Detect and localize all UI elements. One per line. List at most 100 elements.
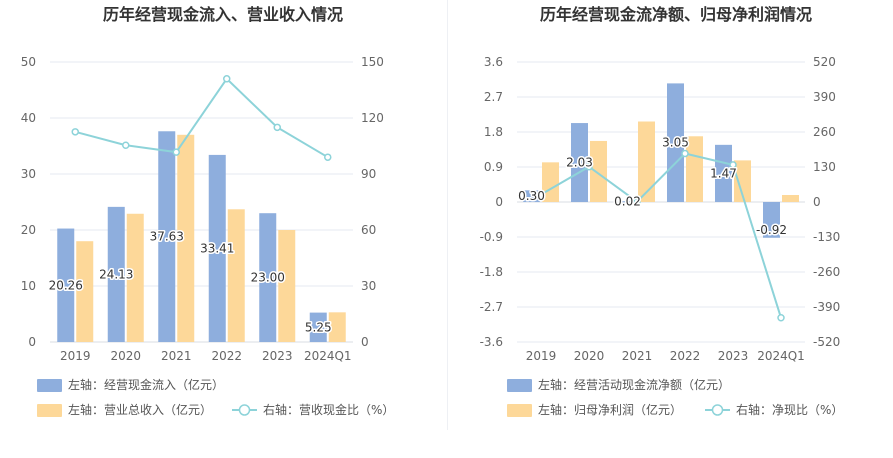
x-axis-tick-label: 2020 xyxy=(574,349,605,363)
left-axis-tick-label: -2.7 xyxy=(480,300,503,314)
bar-primary xyxy=(763,202,780,238)
bar-value-label: 33.41 xyxy=(200,241,234,255)
bar-value-label: 0.30 xyxy=(518,189,545,203)
legend-label: 左轴：归母净利润（亿元） xyxy=(538,402,682,417)
left-axis-tick-label: 3.6 xyxy=(484,55,503,69)
bar-secondary xyxy=(126,213,144,342)
left-axis-tick-label: 1.8 xyxy=(484,125,503,139)
bar-primary xyxy=(619,201,636,203)
ratio-point xyxy=(324,153,332,161)
left-axis-tick-label: 10 xyxy=(21,279,36,293)
ratio-line xyxy=(540,152,782,319)
left-axis-tick-label: -3.6 xyxy=(480,335,503,349)
bar-value-label: 0.02 xyxy=(614,195,641,209)
panel-divider xyxy=(447,0,448,430)
bar-secondary xyxy=(590,140,607,202)
ratio-point xyxy=(537,190,545,199)
bar-secondary xyxy=(734,160,751,202)
bar-primary xyxy=(715,144,732,202)
ratio-point xyxy=(633,197,641,206)
bar-primary xyxy=(208,154,226,342)
left-axis-tick-label: 40 xyxy=(21,111,36,125)
x-axis-tick-label: 2019 xyxy=(60,349,91,363)
chart-title: 历年经营现金流入、营业收入情况 xyxy=(103,5,343,24)
bar-primary xyxy=(107,206,125,342)
ratio-point xyxy=(777,314,785,322)
chart-title: 历年经营现金流净额、归母净利润情况 xyxy=(540,5,812,24)
bar-primary xyxy=(57,228,75,342)
net-cashflow-profit-chart: 历年经营现金流净额、归母净利润情况 -3.6 -520 -2.7 -390 -1.8 -26… xyxy=(480,5,843,417)
right-axis-tick-label: -520 xyxy=(813,335,840,349)
bar-value-label: 5.25 xyxy=(305,320,332,334)
x-axis-tick-label: 2022 xyxy=(670,349,701,363)
bar-value-label: -0.92 xyxy=(756,223,787,237)
bar-value-label: 24.13 xyxy=(99,267,133,281)
bar-value-label: 1.47 xyxy=(710,166,737,180)
right-axis-tick-label: 120 xyxy=(361,111,384,125)
x-axis-tick-label: 2024Q1 xyxy=(304,349,352,363)
legend-swatch xyxy=(507,379,532,392)
right-axis-tick-label: 90 xyxy=(361,167,376,181)
left-axis-tick-label: 30 xyxy=(21,167,36,181)
right-axis-tick-label: 390 xyxy=(813,90,836,104)
bar-primary xyxy=(667,83,684,202)
bar-primary xyxy=(571,123,588,202)
left-axis-tick-label: 2.7 xyxy=(484,90,503,104)
ratio-point xyxy=(223,75,231,83)
x-axis-tick-label: 2020 xyxy=(110,349,141,363)
left-axis-tick-label: -1.8 xyxy=(480,265,503,279)
bar-secondary xyxy=(177,134,195,342)
x-axis-tick-label: 2023 xyxy=(718,349,749,363)
legend-swatch xyxy=(37,379,62,392)
left-axis-tick-label: 0 xyxy=(495,195,503,209)
x-axis-tick-label: 2024Q1 xyxy=(757,349,805,363)
bar-primary xyxy=(158,131,176,342)
left-axis-tick-label: 0 xyxy=(28,335,36,349)
right-axis-tick-label: 0 xyxy=(813,195,821,209)
legend-circle-marker xyxy=(711,404,724,416)
right-axis-tick-label: -130 xyxy=(813,230,840,244)
right-axis-tick-label: -260 xyxy=(813,265,840,279)
bar-secondary xyxy=(278,230,296,342)
right-axis-tick-label: 520 xyxy=(813,55,836,69)
x-axis-tick-label: 2021 xyxy=(161,349,192,363)
bar-primary xyxy=(523,190,540,202)
bar-secondary xyxy=(686,136,703,202)
bar-secondary xyxy=(638,121,655,202)
right-axis-tick-label: 0 xyxy=(361,335,369,349)
x-axis-tick-label: 2023 xyxy=(262,349,293,363)
bar-primary xyxy=(309,312,327,342)
bar-value-label: 23.00 xyxy=(251,271,285,285)
legend-label: 左轴：经营活动现金流净额（亿元） xyxy=(538,377,730,392)
right-axis-tick-label: -390 xyxy=(813,300,840,314)
legend-label: 右轴：净现比（%） xyxy=(736,402,843,417)
left-axis-tick-label: 20 xyxy=(21,223,36,237)
bar-value-label: 20.26 xyxy=(49,278,83,292)
bar-secondary xyxy=(782,195,799,202)
ratio-point xyxy=(729,161,737,169)
bar-secondary xyxy=(76,241,94,342)
legend-swatch xyxy=(507,404,532,417)
x-axis-tick-label: 2022 xyxy=(211,349,242,363)
bar-secondary xyxy=(227,209,245,342)
ratio-point xyxy=(585,162,593,171)
left-axis-tick-label: 0.9 xyxy=(484,160,503,174)
ratio-point xyxy=(71,128,79,136)
x-axis-tick-label: 2021 xyxy=(622,349,653,363)
legend-circle-marker xyxy=(238,404,251,416)
ratio-point xyxy=(172,148,180,156)
cash-inflow-revenue-chart: 历年经营现金流入、营业收入情况 0 0 10 30 20 60 30 90 40 120 50 150 2… xyxy=(21,5,394,417)
x-axis-tick-label: 2019 xyxy=(526,349,557,363)
ratio-point xyxy=(273,123,281,132)
right-axis-tick-label: 150 xyxy=(361,55,384,69)
legend-label: 左轴：经营现金流入（亿元） xyxy=(68,377,224,392)
left-axis-tick-label: 50 xyxy=(21,55,36,69)
left-axis-tick-label: -0.9 xyxy=(480,230,503,244)
legend-swatch xyxy=(37,404,62,417)
bar-value-label: 2.03 xyxy=(566,156,593,170)
bar-primary xyxy=(259,213,277,342)
right-axis-tick-label: 30 xyxy=(361,279,376,293)
ratio-point xyxy=(681,149,689,158)
right-axis-tick-label: 260 xyxy=(813,125,836,139)
legend-label: 右轴：营收现金比（%） xyxy=(263,402,394,417)
